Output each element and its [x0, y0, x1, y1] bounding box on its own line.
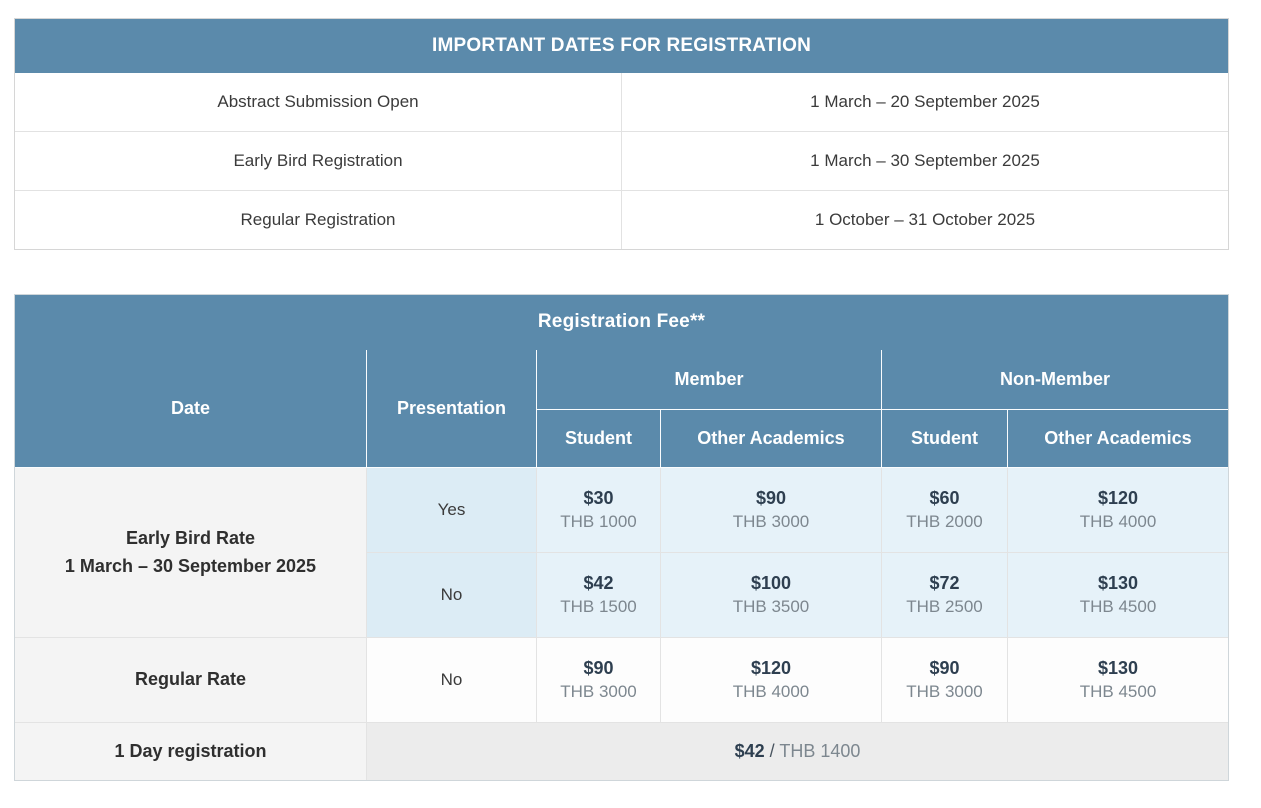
presentation-cell: Yes [366, 467, 537, 553]
price-usd: $90 [755, 488, 787, 508]
price-cell-non-member-student: $72 THB 2500 [881, 552, 1008, 638]
price-cell-member-student: $90 THB 3000 [536, 637, 661, 723]
price-thb: THB 3000 [732, 512, 810, 531]
early-bird-date-range: 1 March – 30 September 2025 [64, 555, 317, 576]
early-bird-date-cell: Early Bird Rate 1 March – 30 September 2… [14, 467, 367, 638]
table-row: Abstract Submission Open 1 March – 20 Se… [14, 72, 1229, 132]
registration-fee-table: Registration Fee** Date Presentation Mem… [13, 294, 1230, 781]
price-usd: $120 [750, 658, 792, 678]
price-thb: THB 4000 [732, 682, 810, 701]
date-row-value: 1 March – 30 September 2025 [621, 131, 1229, 191]
page: IMPORTANT DATES FOR REGISTRATION Abstrac… [13, 18, 1230, 781]
price-cell-member-student: $30 THB 1000 [536, 467, 661, 553]
price-thb: THB 2500 [906, 597, 983, 616]
one-day-price-cell: $42 / THB 1400 [365, 722, 1230, 781]
presentation-cell: No [366, 552, 537, 638]
price-cell-member-other: $120 THB 4000 [660, 637, 882, 723]
important-dates-table: IMPORTANT DATES FOR REGISTRATION Abstrac… [14, 18, 1229, 250]
price-usd: $130 [1097, 573, 1139, 593]
one-day-label-cell: 1 Day registration [14, 722, 367, 781]
early-bird-rate-label: Early Bird Rate [125, 527, 256, 548]
column-header-member-other-academics: Other Academics [660, 409, 882, 468]
one-day-registration-row: 1 Day registration $42 / THB 1400 [14, 722, 1230, 781]
price-thb: THB 1500 [560, 597, 637, 616]
price-cell-non-member-student: $60 THB 2000 [881, 467, 1008, 553]
date-row-value: 1 March – 20 September 2025 [621, 72, 1229, 132]
fee-group-header-row: Date Presentation Member Non-Member [14, 349, 1230, 468]
fee-title-row: Registration Fee** [13, 294, 1230, 350]
presentation-cell: No [366, 637, 537, 723]
price-cell-non-member-other: $120 THB 4000 [1006, 467, 1230, 553]
registration-fee-title: Registration Fee** [13, 294, 1230, 350]
price-usd: $130 [1097, 658, 1139, 678]
price-cell-member-other: $90 THB 3000 [660, 467, 882, 553]
date-row-label: Abstract Submission Open [14, 72, 622, 132]
column-header-non-member: Non-Member [880, 349, 1230, 410]
price-usd: $30 [583, 488, 614, 508]
price-usd: $100 [750, 573, 792, 593]
price-thb: THB 1400 [779, 741, 861, 761]
fee-sub-header-row: Student Other Academics Student Other Ac… [15, 409, 1230, 468]
price-cell-non-member-other: $130 THB 4500 [1006, 552, 1230, 638]
date-row-value: 1 October – 31 October 2025 [621, 190, 1229, 250]
price-cell-non-member-other: $130 THB 4500 [1006, 637, 1230, 723]
price-thb: THB 3000 [560, 682, 637, 701]
price-usd: $90 [929, 658, 960, 678]
table-row: Early Bird Registration 1 March – 30 Sep… [14, 131, 1229, 191]
early-bird-no-row: No $42 THB 1500 $100 THB 3500 $72 THB 25… [15, 552, 1230, 638]
price-thb: THB 3000 [906, 682, 983, 701]
date-row-label: Regular Registration [14, 190, 622, 250]
price-thb: THB 1000 [560, 512, 637, 531]
column-header-presentation: Presentation [366, 349, 537, 468]
price-thb: THB 4000 [1079, 512, 1157, 531]
price-usd: $90 [583, 658, 614, 678]
date-row-label: Early Bird Registration [14, 131, 622, 191]
column-header-non-member-other-academics: Other Academics [1006, 409, 1230, 468]
price-usd: $72 [929, 573, 960, 593]
column-header-member-student: Student [536, 409, 661, 468]
column-header-non-member-student: Student [881, 409, 1008, 468]
price-cell-non-member-student: $90 THB 3000 [881, 637, 1008, 723]
price-thb: THB 4500 [1079, 597, 1157, 616]
price-cell-member-student: $42 THB 1500 [536, 552, 661, 638]
table-row: Regular Registration 1 October – 31 Octo… [14, 190, 1229, 250]
price-separator: / [764, 741, 780, 761]
price-thb: THB 2000 [906, 512, 983, 531]
price-thb: THB 3500 [732, 597, 810, 616]
regular-rate-date-cell: Regular Rate [14, 637, 367, 723]
important-dates-title: IMPORTANT DATES FOR REGISTRATION [14, 18, 1229, 73]
price-cell-member-other: $100 THB 3500 [660, 552, 882, 638]
price-thb: THB 4500 [1079, 682, 1157, 701]
regular-rate-row: Regular Rate No $90 THB 3000 $120 THB 40… [14, 637, 1230, 723]
price-usd: $120 [1097, 488, 1139, 508]
price-usd: $42 [583, 573, 614, 593]
important-dates-header-row: IMPORTANT DATES FOR REGISTRATION [14, 18, 1229, 73]
column-header-member: Member [536, 349, 882, 410]
column-header-date: Date [14, 349, 367, 468]
price-usd: $42 [734, 741, 765, 761]
price-usd: $60 [929, 488, 960, 508]
early-bird-yes-row: Early Bird Rate 1 March – 30 September 2… [14, 467, 1230, 638]
